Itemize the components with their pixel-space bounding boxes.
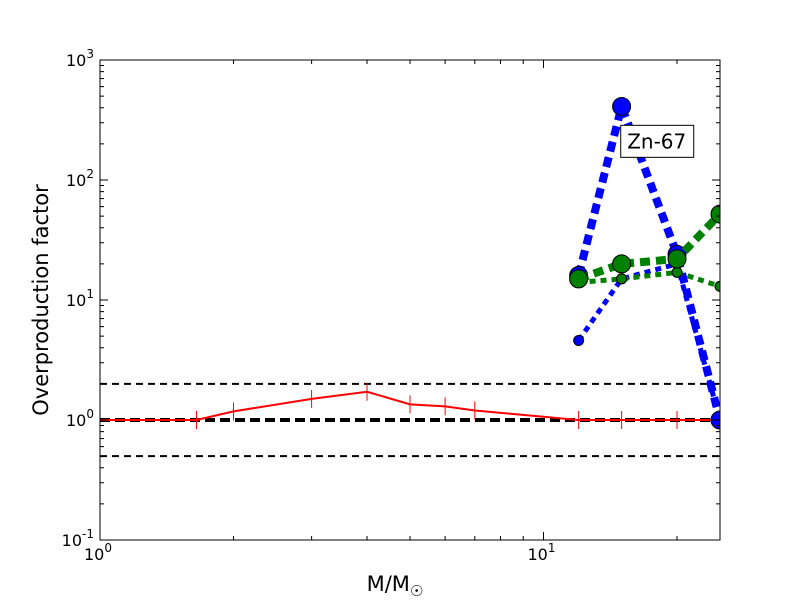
y-tick-label: 103 [66, 47, 94, 70]
x-tick-label: 101 [528, 541, 556, 564]
data-point [714, 280, 720, 292]
axis-labels: 100 10110-1100101102103M/M☉Overproduction… [29, 47, 556, 600]
x-tick-label: 100 [84, 541, 112, 564]
series-line [577, 211, 720, 283]
series-line [100, 390, 720, 421]
data-point [616, 273, 628, 285]
plot-data [100, 93, 720, 458]
y-tick-label: 10-1 [62, 527, 94, 550]
data-point [667, 249, 687, 269]
series-line [578, 269, 720, 289]
data-point [612, 96, 632, 116]
data-point [710, 204, 720, 224]
series-line [574, 93, 720, 422]
data-point [573, 334, 585, 346]
y-tick-label: 102 [66, 167, 94, 190]
annotations: Zn-67 [620, 124, 695, 158]
y-tick-label: 101 [66, 287, 94, 310]
data-point [612, 254, 632, 274]
data-point [569, 269, 589, 289]
annotation-box [620, 124, 695, 158]
y-tick-label: 100 [66, 407, 94, 430]
y-axis-title: Overproduction factor [29, 184, 53, 416]
data-point [671, 266, 683, 278]
axis-ticks [99, 59, 720, 541]
x-axis-title: M/M☉ [367, 572, 424, 600]
annotation-label: Zn-67 [627, 129, 686, 153]
